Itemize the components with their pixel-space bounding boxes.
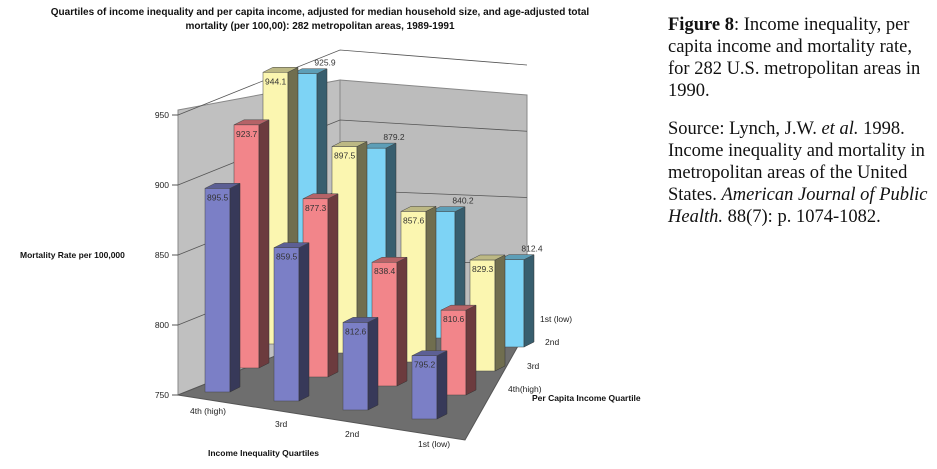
bar-side <box>436 350 448 420</box>
bar-side <box>396 256 408 387</box>
figure-description: : Income inequality, per capita income a… <box>668 15 921 101</box>
bar: 812.6 <box>342 316 379 411</box>
data-label: 795.2 <box>414 360 436 370</box>
bar-top <box>469 254 506 261</box>
y-tick-label: 900 <box>155 180 169 190</box>
x-tick-label: 4th (high) <box>190 406 226 416</box>
bar-front <box>342 322 369 411</box>
data-label: 944.1 <box>265 76 287 86</box>
bar-side <box>465 304 477 396</box>
bar-top <box>331 141 368 147</box>
bar-top <box>273 242 310 248</box>
data-label: 829.3 <box>472 264 494 274</box>
bar-side <box>258 119 270 369</box>
z-tick-label: 1st (low) <box>540 314 572 324</box>
y-tick-label: 850 <box>155 250 169 260</box>
source-etal: et al. <box>821 119 859 139</box>
bar: 812.4 <box>498 244 543 348</box>
data-label: 810.6 <box>443 314 465 324</box>
z-tick-label: 3rd <box>527 361 540 371</box>
bar-side <box>494 254 506 372</box>
chart: 750 800 850 900 950 925.9 879.2 840.2 812.4 944.… <box>20 49 641 458</box>
bar-front <box>273 247 300 402</box>
figure-label: Figure 8 <box>668 15 734 35</box>
data-label: 895.5 <box>207 192 229 202</box>
source-volume: 88(7): p. 1074-1082. <box>722 207 881 227</box>
data-label: 925.9 <box>314 58 336 68</box>
chart-title: Quartiles of income inequality and per c… <box>50 7 590 32</box>
x-axis-label: Income Inequality Quartiles <box>208 448 319 458</box>
data-label: 812.6 <box>345 326 367 336</box>
bar-top <box>204 183 241 189</box>
bar-front <box>411 355 438 420</box>
source-journal: American Journal of Public Health. <box>668 185 928 227</box>
figure-caption: Figure 8: Income inequality, per capita … <box>668 14 933 244</box>
data-label: 859.5 <box>276 252 298 262</box>
bar-front <box>204 188 231 393</box>
bar: 859.5 <box>273 242 310 402</box>
z-tick-label: 2nd <box>545 337 559 347</box>
data-label: 879.2 <box>383 132 405 142</box>
figure-text: Figure 8: Income inequality, per capita … <box>668 14 933 102</box>
y-axis-label: Mortality Rate per 100,000 <box>20 250 125 260</box>
bar-top <box>360 142 397 149</box>
bar-top <box>262 67 299 73</box>
gridline <box>177 49 528 116</box>
y-tick-label: 800 <box>155 320 169 330</box>
bar-top <box>233 119 270 126</box>
bar-top <box>371 256 408 263</box>
bar-top <box>440 304 477 311</box>
bar-top <box>302 193 339 200</box>
data-label: 897.5 <box>334 151 356 161</box>
gridline <box>177 119 528 186</box>
bar-side <box>327 193 339 378</box>
data-label: 840.2 <box>452 196 474 206</box>
z-axis-label: Per Capita Income Quartile <box>532 393 641 403</box>
bar: 810.6 <box>440 304 477 396</box>
bar-top <box>400 206 437 212</box>
source-text: Source: Lynch, J.W. et al. 1998. Income … <box>668 118 933 228</box>
x-tick-label: 3rd <box>275 419 288 429</box>
source-title: 1998. Income inequality and mortality in… <box>668 119 925 205</box>
data-label: 838.4 <box>374 266 396 276</box>
bar-top <box>291 68 328 74</box>
bar-top <box>342 317 379 323</box>
bar-side <box>425 205 437 363</box>
bar-top <box>429 206 466 212</box>
bar-top <box>411 350 448 356</box>
bar-side <box>523 254 535 348</box>
data-label: 877.3 <box>305 203 327 213</box>
bar-top <box>498 254 535 260</box>
data-label: 923.7 <box>236 129 258 139</box>
x-tick-label: 1st (low) <box>418 439 450 449</box>
data-label: 812.4 <box>521 244 543 254</box>
z-tick-label: 4th(high) <box>508 384 542 394</box>
bar: 795.2 <box>411 350 448 420</box>
bar-side <box>367 316 379 411</box>
data-label: 857.6 <box>403 215 425 225</box>
y-tick-label: 750 <box>155 390 169 400</box>
x-tick-label: 2nd <box>345 429 359 439</box>
bar-side <box>229 182 241 393</box>
source-authors: Source: Lynch, J.W. <box>668 119 822 139</box>
bar: 895.5 <box>204 182 241 393</box>
bar-side <box>298 242 310 402</box>
y-tick-label: 950 <box>155 110 169 120</box>
